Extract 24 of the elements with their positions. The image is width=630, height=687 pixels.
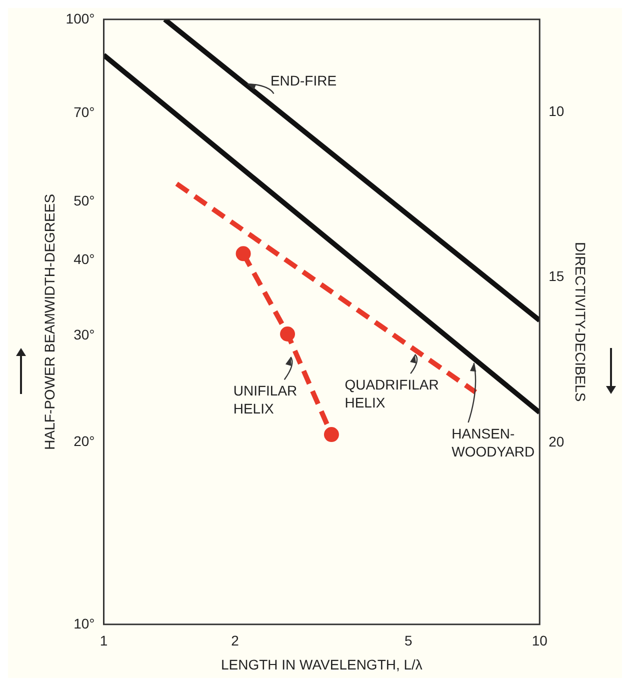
series-label: END-FIRE bbox=[270, 72, 337, 89]
x-tick-label: 10 bbox=[532, 632, 548, 649]
y-tick-label: 40° bbox=[74, 251, 95, 268]
series-label: UNIFILAR HELIX bbox=[233, 382, 298, 416]
y-tick-label: 100° bbox=[66, 10, 95, 26]
point bbox=[324, 427, 339, 442]
y-axis-title: HALF-POWER BEAMWIDTH-DEGREES bbox=[41, 194, 58, 450]
y-tick-label: 10° bbox=[74, 615, 95, 632]
y-tick-label: 30° bbox=[74, 326, 95, 343]
y2-tick-label: 15 bbox=[548, 268, 564, 284]
y2-tick-label: 20 bbox=[548, 433, 564, 450]
point bbox=[280, 326, 296, 342]
x-axis-title: LENGTH IN WAVELENGTH, L/λ bbox=[220, 656, 422, 672]
x-tick-label: 1 bbox=[100, 632, 108, 649]
y2-axis-title: DIRECTIVITY-DECIBELS bbox=[572, 242, 589, 402]
point bbox=[236, 246, 251, 262]
y-tick-label: 20° bbox=[74, 433, 95, 450]
y-tick-label: 70° bbox=[74, 104, 95, 120]
series-label: HANSEN-WOODYARD bbox=[452, 425, 535, 460]
x-tick-label: 5 bbox=[404, 632, 413, 649]
y2-tick-label: 10 bbox=[548, 102, 564, 119]
series-label: QUADRIFILAR HELIX bbox=[344, 376, 439, 410]
y-tick-label: 50° bbox=[74, 192, 95, 208]
x-tick-label: 2 bbox=[231, 632, 240, 649]
